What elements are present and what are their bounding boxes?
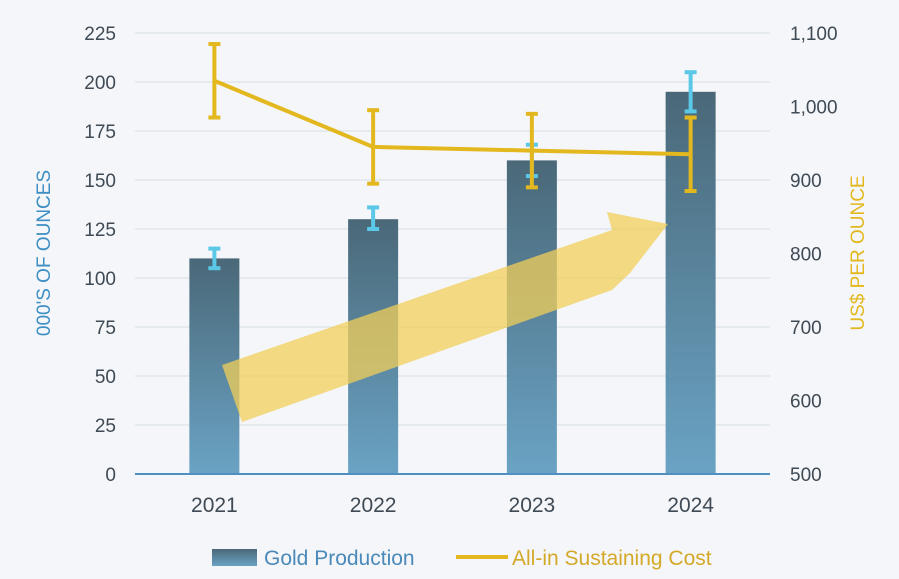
line-all-in-sustaining-cost — [213, 78, 691, 157]
y-tick-label-left: 200 — [84, 73, 116, 94]
legend-item-all-in-sustaining-cost: All-in Sustaining Cost — [456, 547, 712, 570]
y-tick-label-right: 800 — [790, 245, 822, 266]
y-tick-label-right: 1,100 — [790, 24, 838, 45]
y-tick-label-left: 75 — [95, 318, 116, 339]
bar-series — [189, 70, 716, 475]
legend-label: Gold Production — [264, 547, 415, 570]
y-tick-label-right: 1,000 — [790, 98, 838, 119]
y-axis-title-left: 000'S OF OUNCES — [34, 170, 55, 336]
legend-swatch-bar — [212, 549, 257, 566]
y-tick-label-left: 0 — [105, 465, 116, 486]
x-tick-label: 2022 — [350, 494, 397, 517]
legend-item-gold-production: Gold Production — [212, 547, 415, 570]
y-tick-label-left: 225 — [84, 24, 116, 45]
y-tick-label-left: 150 — [84, 171, 116, 192]
y-tick-label-left: 175 — [84, 122, 116, 143]
y-tick-label-left: 125 — [84, 220, 116, 241]
y-tick-label-left: 25 — [95, 416, 116, 437]
y-tick-label-left: 100 — [84, 269, 116, 290]
trend-arrow — [222, 212, 668, 422]
x-tick-label: 2023 — [509, 494, 556, 517]
trend-arrow-layer — [222, 212, 668, 422]
x-tick-label: 2021 — [191, 494, 238, 517]
y-tick-label-left: 50 — [95, 367, 116, 388]
y-tick-label-right: 500 — [790, 465, 822, 486]
y-tick-label-right: 600 — [790, 392, 822, 413]
line-series — [208, 42, 697, 194]
x-tick-label: 2024 — [667, 494, 714, 517]
y-axis-title-right: US$ PER OUNCE — [848, 175, 869, 330]
axes: 0 25 50 75 100 125 150 175 200 225 500 600 700 800 900… — [34, 24, 869, 517]
y-tick-label-right: 700 — [790, 318, 822, 339]
legend: Gold Production All-in Sustaining Cost — [212, 547, 712, 570]
y-tick-label-right: 900 — [790, 171, 822, 192]
legend-label: All-in Sustaining Cost — [512, 547, 712, 570]
